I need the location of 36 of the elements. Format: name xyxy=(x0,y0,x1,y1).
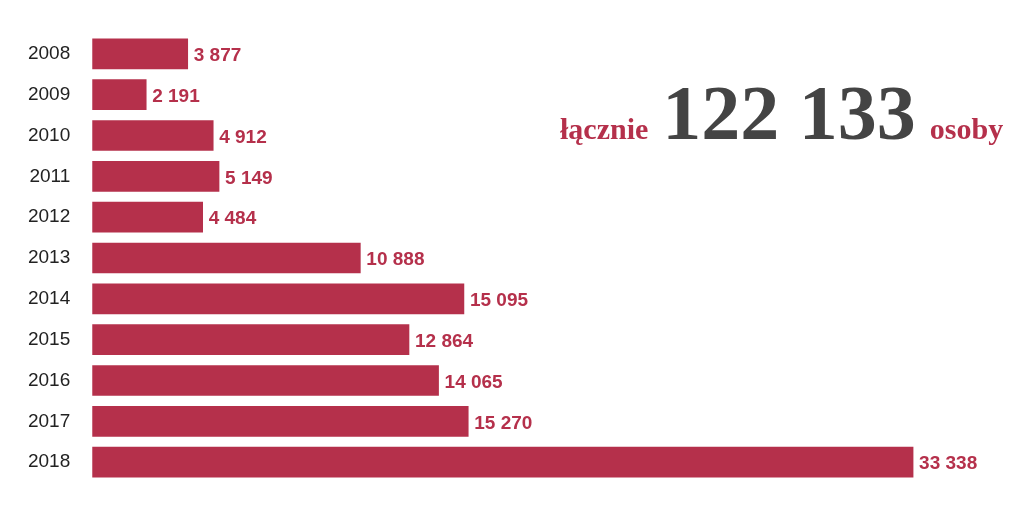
data-label: 4 484 xyxy=(208,207,257,229)
bar xyxy=(92,79,147,110)
data-label: 10 888 xyxy=(366,248,425,270)
data-label: 14 065 xyxy=(444,370,504,392)
data-label: 15 095 xyxy=(469,289,529,311)
y-tick-label: 2018 xyxy=(27,450,71,472)
data-label: 33 338 xyxy=(919,452,978,474)
bar xyxy=(92,324,410,355)
y-tick-label: 2015 xyxy=(27,327,71,349)
y-tick-label: 2017 xyxy=(27,409,71,431)
y-tick-label: 2009 xyxy=(27,82,71,104)
data-label: 3 877 xyxy=(193,44,242,66)
bar xyxy=(92,242,361,274)
y-tick-label: 2012 xyxy=(27,205,71,227)
annotation: 122 133 xyxy=(662,69,916,156)
bar xyxy=(92,365,439,396)
bar xyxy=(92,446,914,478)
bar xyxy=(92,406,469,437)
data-label: 15 270 xyxy=(474,411,533,433)
data-label: 4 912 xyxy=(219,125,267,147)
data-label: 12 864 xyxy=(414,329,474,351)
y-tick-label: 2014 xyxy=(27,287,71,309)
data-label: 2 191 xyxy=(152,84,201,106)
y-tick-label: 2008 xyxy=(27,42,71,64)
bar xyxy=(92,161,220,192)
y-tick-label: 2016 xyxy=(27,368,71,390)
bar xyxy=(92,201,203,233)
data-label: 5 149 xyxy=(225,166,273,188)
text: osoby xyxy=(929,112,1004,145)
y-tick-label: 2013 xyxy=(27,246,71,268)
annotation: łącznie xyxy=(560,112,649,145)
bar xyxy=(92,283,465,315)
y-tick-label: 2011 xyxy=(29,164,71,186)
y-tick-label: 2010 xyxy=(27,123,71,145)
bar xyxy=(92,38,189,70)
bar xyxy=(92,120,214,151)
